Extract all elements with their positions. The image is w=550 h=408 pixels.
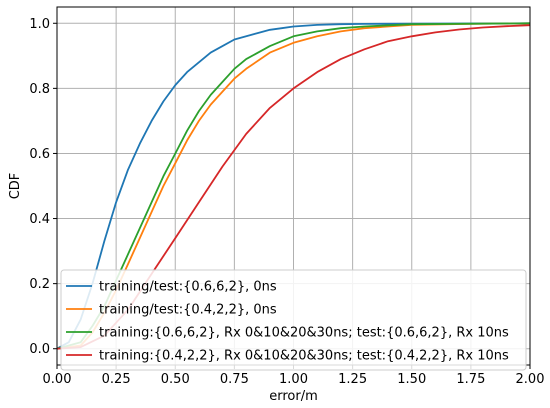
x-axis-label: error/m bbox=[269, 389, 318, 404]
x-tick-label: 1.50 bbox=[397, 372, 426, 387]
y-tick-label: 0.4 bbox=[29, 212, 50, 227]
series-line-1 bbox=[56, 22, 531, 350]
x-tick-label: 2.00 bbox=[516, 372, 545, 387]
x-tick-label: 1.00 bbox=[279, 372, 308, 387]
y-tick-label: 0.6 bbox=[29, 147, 50, 162]
y-tick-label: 1.0 bbox=[29, 17, 50, 32]
legend-box bbox=[60, 269, 527, 371]
y-tick-label: 0.8 bbox=[29, 82, 50, 97]
x-tick-label: 0.75 bbox=[220, 372, 249, 387]
x-tick-label: 0.00 bbox=[43, 372, 72, 387]
legend: training/test:{0.6,6,2}, 0ns training/tes… bbox=[60, 269, 527, 371]
x-tick-label: 0.25 bbox=[102, 372, 131, 387]
y-tick-label: 0.2 bbox=[29, 277, 50, 292]
y-tick-label: 0.0 bbox=[29, 342, 50, 357]
x-tick-label: 1.75 bbox=[456, 372, 485, 387]
x-axis-ticks: 0.00 0.25 0.50 0.75 1.00 1.25 1.50 1.75 2.00 bbox=[43, 365, 545, 387]
x-tick-label: 0.50 bbox=[161, 372, 190, 387]
legend-label: training:{0.4,2,2}, Rx 0&10&20&30ns; tes… bbox=[99, 349, 509, 364]
y-axis-label: CDF bbox=[8, 173, 23, 200]
legend-label: training/test:{0.6,6,2}, 0ns bbox=[99, 280, 277, 295]
x-tick-label: 1.25 bbox=[338, 372, 367, 387]
legend-label: training:{0.6,6,2}, Rx 0&10&20&30ns; tes… bbox=[99, 326, 509, 341]
y-axis-ticks: 0.0 0.2 0.4 0.6 0.8 1.0 bbox=[29, 17, 57, 357]
legend-label: training/test:{0.4,2,2}, 0ns bbox=[99, 303, 277, 318]
